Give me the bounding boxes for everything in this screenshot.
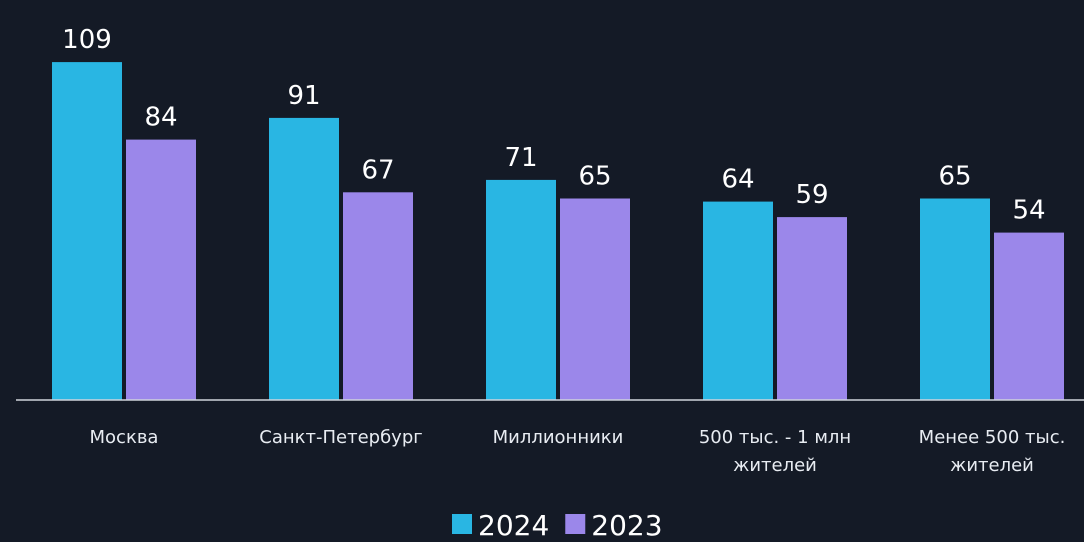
value-label: 54 — [1012, 196, 1045, 226]
legend-label: 2024 — [478, 509, 549, 542]
x-tick-label: Москва — [89, 427, 159, 448]
bar — [269, 117, 339, 401]
x-tick-label: 500 тыс. - 1 млн жителей — [698, 427, 852, 476]
bar — [343, 192, 413, 400]
value-label: 65 — [578, 162, 611, 192]
bar — [52, 62, 122, 400]
value-label: 65 — [938, 162, 971, 192]
bar — [994, 232, 1064, 400]
value-label: 59 — [795, 180, 828, 210]
value-label: 91 — [287, 81, 320, 111]
bar — [703, 201, 773, 400]
legend-label: 2023 — [591, 509, 662, 542]
legend-swatch — [565, 514, 586, 534]
value-label: 67 — [361, 155, 394, 185]
bar — [486, 179, 556, 400]
value-label: 84 — [144, 103, 177, 133]
bar — [126, 139, 196, 400]
bar — [920, 198, 990, 400]
value-label: 64 — [721, 165, 754, 195]
legend-swatch — [452, 514, 472, 534]
x-tick-label: Миллионники — [492, 427, 624, 448]
x-tick-label: Менее 500 тыс. жителей — [918, 427, 1066, 476]
bar — [777, 217, 847, 400]
x-tick-label: Санкт-Петербург — [259, 427, 423, 448]
value-label: 109 — [62, 25, 112, 55]
value-label: 71 — [504, 143, 537, 173]
bar — [560, 198, 630, 400]
